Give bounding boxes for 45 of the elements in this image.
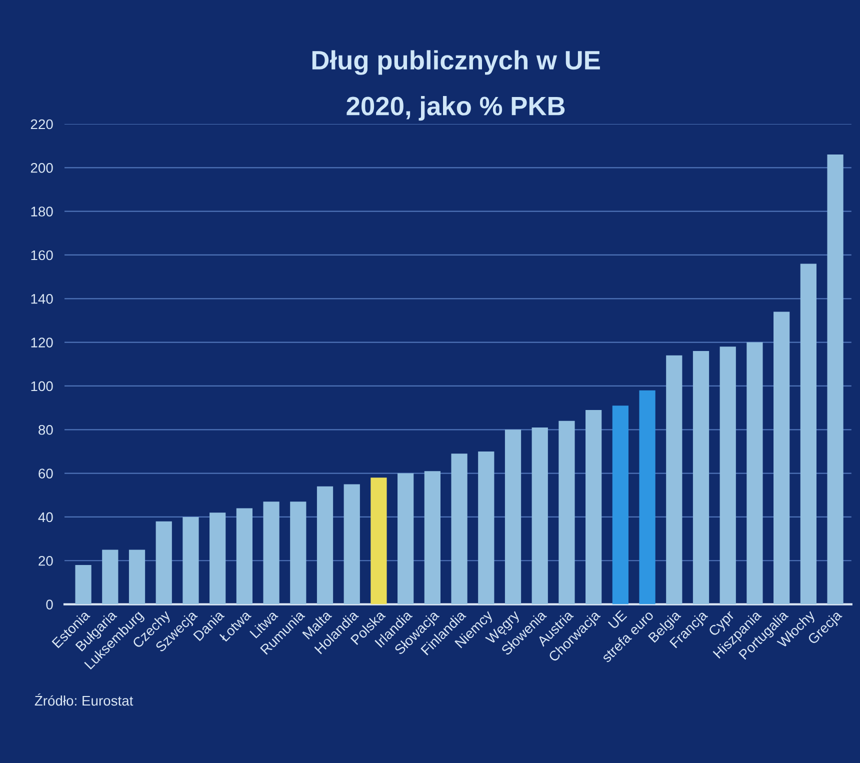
bar xyxy=(827,154,844,604)
bar xyxy=(182,516,199,604)
bar xyxy=(800,264,816,604)
y-tick-label: 60 xyxy=(38,468,53,478)
bar xyxy=(210,512,226,604)
y-tick-label: 160 xyxy=(31,250,53,260)
bar xyxy=(558,420,575,604)
bar xyxy=(504,430,522,604)
bar xyxy=(612,406,628,604)
bar xyxy=(398,473,414,604)
bar xyxy=(263,502,280,604)
chart-subtitle: 2020, jako % PKB xyxy=(346,96,565,121)
y-tick-label: 140 xyxy=(31,294,53,304)
bar xyxy=(774,312,790,604)
text: Źródło: Eurostat xyxy=(34,694,134,706)
y-tick-label: 220 xyxy=(30,119,53,130)
bar xyxy=(639,390,656,604)
bar xyxy=(478,451,494,604)
bar xyxy=(102,550,118,604)
y-tick-label: 120 xyxy=(31,338,53,348)
y-tick-label: 20 xyxy=(38,556,53,566)
y-tick-label: 80 xyxy=(38,424,53,435)
bar xyxy=(586,410,602,604)
bar xyxy=(236,508,252,604)
bar xyxy=(128,550,146,604)
bar xyxy=(290,502,306,604)
bar xyxy=(316,486,334,604)
bar xyxy=(746,342,763,604)
bar xyxy=(75,565,92,604)
y-tick-label: 0 xyxy=(46,600,53,610)
x-tick-label: UE xyxy=(608,610,628,630)
y-tick-label: 40 xyxy=(38,512,53,522)
y-tick-label: 200 xyxy=(30,162,53,173)
chart-title: Dług publicznych w UE xyxy=(312,50,600,75)
bar xyxy=(344,484,360,604)
bar xyxy=(451,454,468,604)
bar xyxy=(692,351,710,604)
bar xyxy=(532,427,548,604)
bar xyxy=(370,478,387,604)
bar xyxy=(720,346,736,604)
bar xyxy=(666,355,682,604)
y-tick-label: 100 xyxy=(31,381,53,392)
y-tick-label: 180 xyxy=(31,206,53,216)
bar xyxy=(156,521,172,604)
bar xyxy=(424,471,440,604)
